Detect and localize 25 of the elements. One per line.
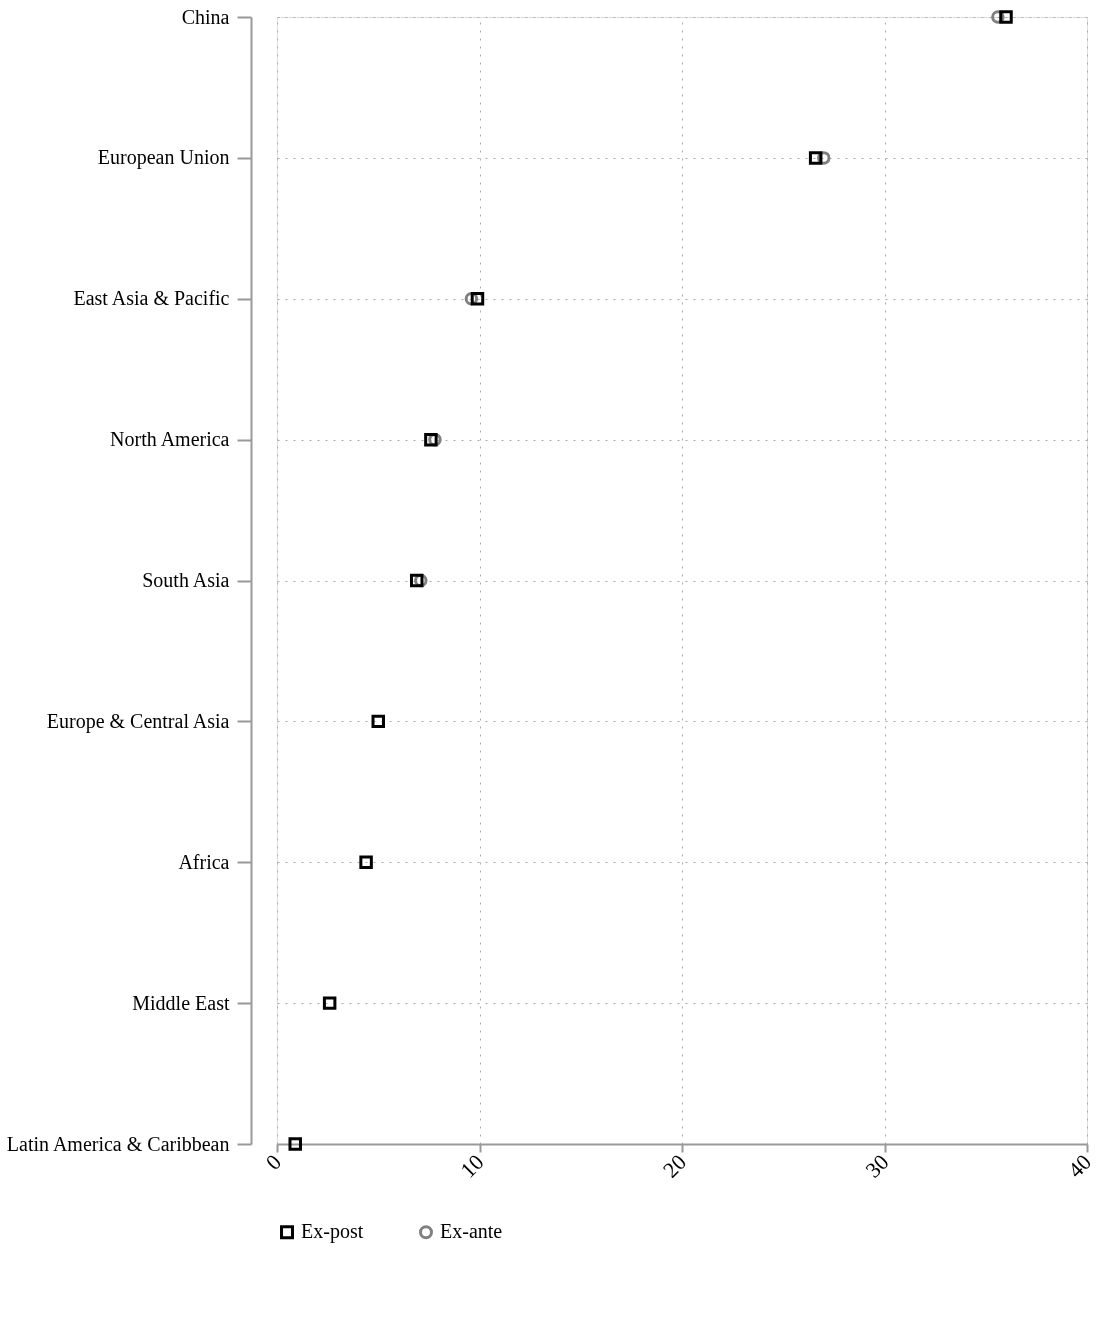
y-tick-label: Africa — [178, 850, 230, 873]
y-tick-label: Europe & Central Asia — [46, 709, 230, 733]
y-tick-label: Latin America & Caribbean — [6, 1132, 230, 1155]
point — [999, 10, 1013, 24]
x-tick-label: 20 — [657, 1149, 691, 1183]
point — [371, 714, 385, 729]
point — [409, 573, 424, 588]
point — [322, 996, 337, 1010]
point — [359, 855, 373, 869]
point — [424, 432, 438, 447]
y-tick-label: European Union — [97, 146, 230, 170]
x-tick-label: 0 — [260, 1149, 286, 1175]
point — [808, 151, 823, 165]
x-tick-label: 30 — [860, 1149, 894, 1183]
point — [288, 1137, 302, 1151]
x-tick-label: 10 — [455, 1149, 489, 1183]
y-tick-label: North America — [110, 428, 230, 451]
x-tick-label: 40 — [1062, 1149, 1096, 1183]
legend-label: Ex-ante — [440, 1220, 503, 1243]
y-tick-label: East Asia & Pacific — [73, 287, 230, 310]
legend-label: Ex-post — [301, 1220, 364, 1244]
point — [470, 292, 485, 306]
y-tick-label: China — [181, 5, 230, 28]
y-tick-label: Middle East — [132, 991, 230, 1014]
y-tick-label: South Asia — [142, 569, 230, 592]
